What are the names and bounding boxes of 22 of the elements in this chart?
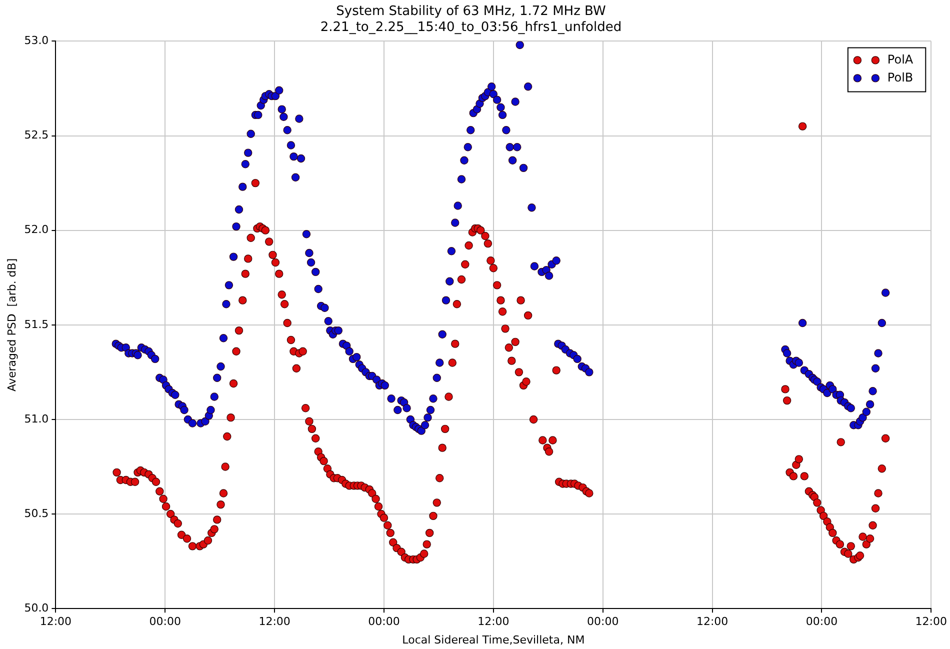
chart-subtitle: 2.21_to_2.25__15:40_to_03:56_hfrs1_unfolded <box>320 20 622 35</box>
x-tick-label: 00:00 <box>149 615 181 628</box>
x-axis-title: Local Sidereal Time,Sevilleta, NM <box>402 633 585 646</box>
x-tick-label: 12:00 <box>258 615 290 628</box>
x-tick-label: 00:00 <box>368 615 400 628</box>
y-tick-label: 51.5 <box>24 318 49 331</box>
chart-title: System Stability of 63 MHz, 1.72 MHz BW <box>336 4 606 20</box>
y-tick-label: 52.0 <box>24 223 49 236</box>
y-axis-title: Averaged PSD [arb. dB] <box>5 258 18 392</box>
x-tick-label: 12:00 <box>478 615 510 628</box>
y-tick-label: 52.5 <box>24 128 49 142</box>
x-tick-label: 00:00 <box>806 615 838 628</box>
y-tick-label: 50.0 <box>24 601 49 614</box>
y-tick-label: 53.0 <box>24 34 49 48</box>
legend-label: PolA <box>887 52 914 66</box>
x-tick-label: 12:00 <box>696 615 728 628</box>
y-tick-label: 51.0 <box>24 412 49 426</box>
x-tick-label: 12:00 <box>915 615 947 628</box>
x-tick-label: 12:00 <box>40 615 72 628</box>
legend-label: PolB <box>887 70 914 84</box>
x-tick-label: 00:00 <box>587 615 619 628</box>
y-tick-label: 50.5 <box>24 506 49 520</box>
